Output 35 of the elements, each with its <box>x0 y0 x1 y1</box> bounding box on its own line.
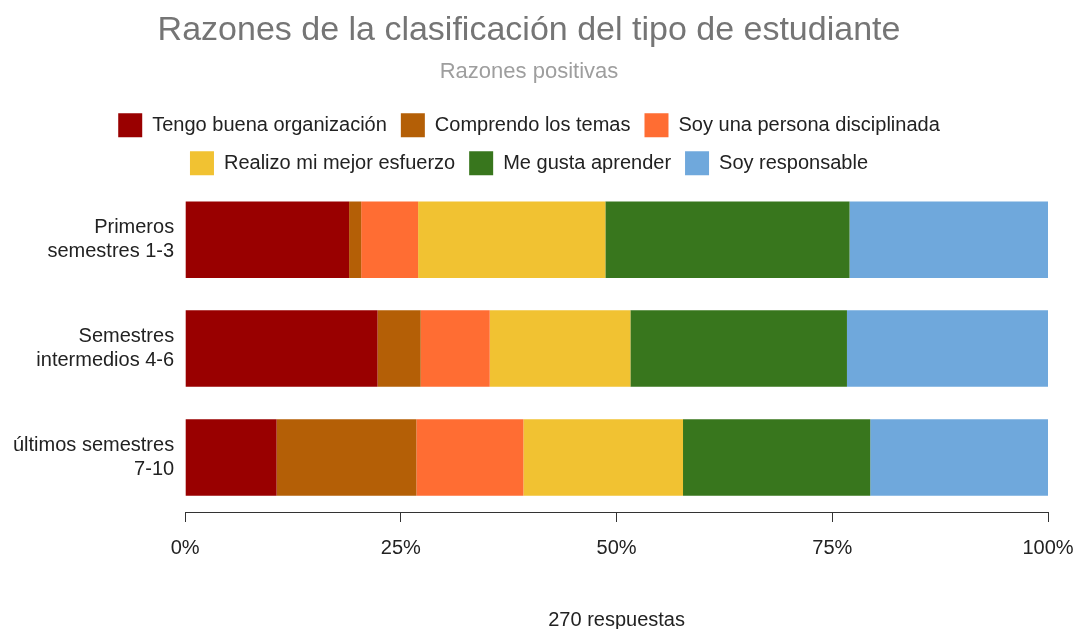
bar <box>416 419 524 496</box>
legend-label: Tengo buena organización <box>152 112 387 135</box>
y-tick-label: Semestres intermedios 4-6 <box>36 324 175 371</box>
y-tick-label: Primeros semestres 1-3 <box>47 215 175 262</box>
bar <box>418 201 606 278</box>
bar <box>185 419 277 496</box>
text: 270 respuestas <box>548 607 685 629</box>
bar <box>846 310 1048 387</box>
chart-subtitle: Razones positivas <box>439 58 619 84</box>
bar <box>361 201 419 278</box>
bar <box>185 201 350 278</box>
chart-title: Razones de la clasificación del tipo de estudiante <box>157 8 901 47</box>
bar <box>489 310 631 387</box>
bar <box>849 201 1048 278</box>
legend-label: Soy una persona disciplinada <box>678 112 941 135</box>
x-tick-label: 75% <box>812 535 853 558</box>
x-tick-label: 100% <box>1022 535 1074 558</box>
legend-label: Realizo mi mejor esfuerzo <box>223 150 456 173</box>
bar <box>276 419 417 496</box>
legend-label: Comprendo los temas <box>434 112 631 135</box>
bar <box>420 310 490 387</box>
x-tick-label: 25% <box>380 535 422 558</box>
bar <box>630 310 847 387</box>
bar <box>870 419 1048 496</box>
x-tick-label: 0% <box>170 535 200 558</box>
bar <box>185 310 378 387</box>
legend-label: Me gusta aprender <box>503 150 672 173</box>
bar <box>523 419 684 496</box>
bar <box>683 419 871 496</box>
bar <box>377 310 421 387</box>
bar <box>605 201 850 278</box>
x-tick-label: 50% <box>596 535 637 558</box>
bar <box>349 201 362 278</box>
y-tick-label: últimos semestres 7-10 <box>13 433 175 480</box>
legend-label: Soy responsable <box>719 150 869 173</box>
